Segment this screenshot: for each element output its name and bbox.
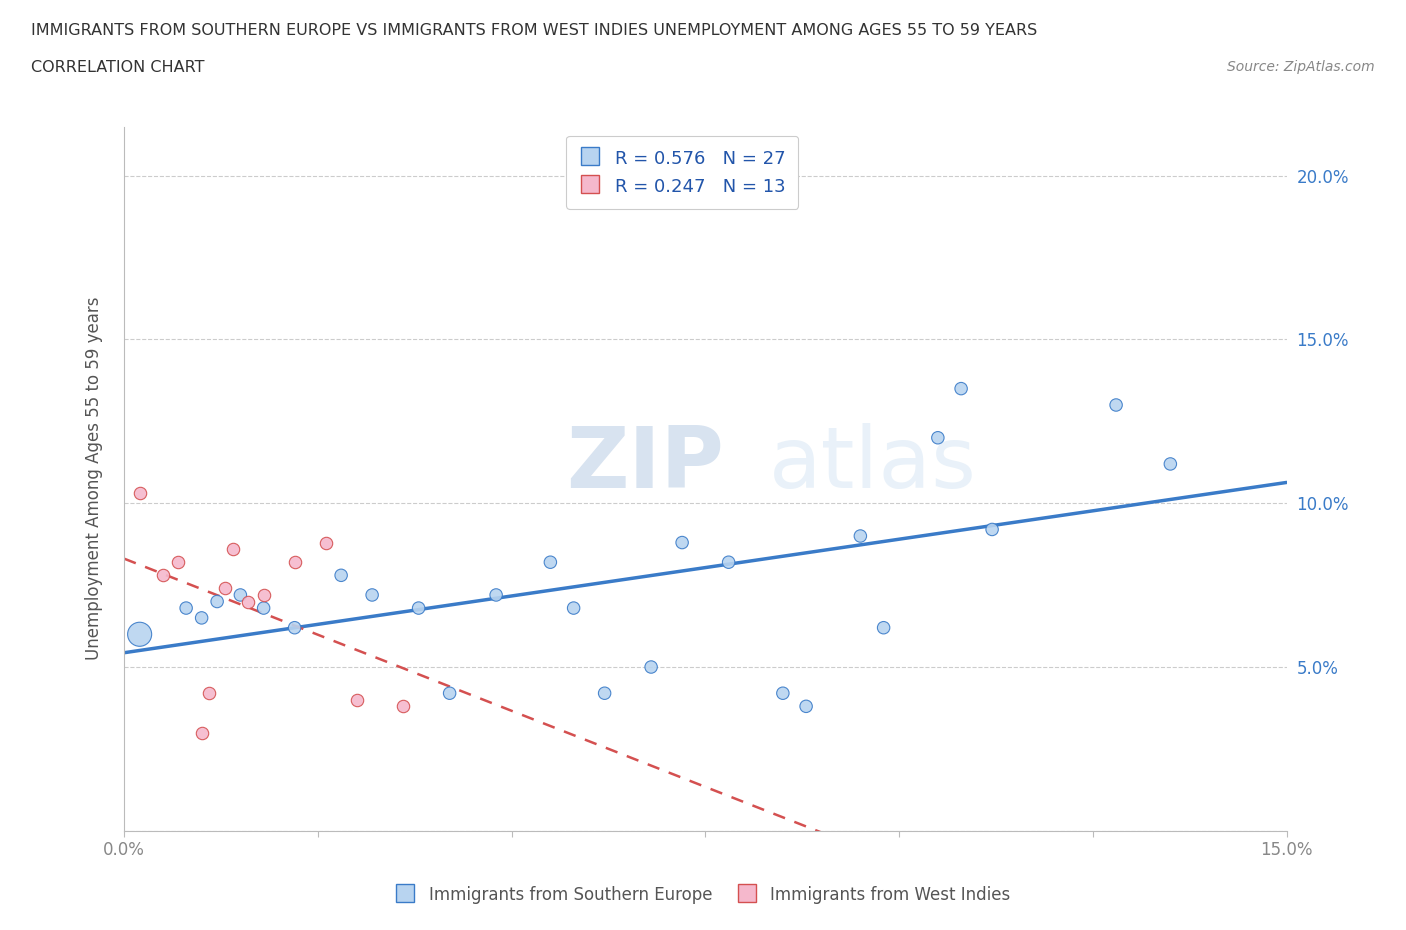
Point — [167, 555, 190, 570]
Point — [315, 535, 337, 550]
Point — [190, 610, 212, 625]
Point — [128, 627, 150, 642]
Point — [284, 555, 307, 570]
Point — [593, 685, 616, 700]
Point — [981, 522, 1004, 537]
Text: Source: ZipAtlas.com: Source: ZipAtlas.com — [1227, 60, 1375, 74]
Legend: Immigrants from Southern Europe, Immigrants from West Indies: Immigrants from Southern Europe, Immigra… — [387, 878, 1019, 912]
Point — [872, 620, 894, 635]
Text: IMMIGRANTS FROM SOUTHERN EUROPE VS IMMIGRANTS FROM WEST INDIES UNEMPLOYMENT AMON: IMMIGRANTS FROM SOUTHERN EUROPE VS IMMIG… — [31, 23, 1038, 38]
Point — [1105, 397, 1128, 412]
Point — [485, 588, 508, 603]
Point — [640, 659, 662, 674]
Point — [927, 431, 949, 445]
Point — [950, 381, 973, 396]
Point — [538, 555, 561, 570]
Point — [408, 601, 430, 616]
Text: atlas: atlas — [769, 423, 977, 506]
Point — [128, 486, 150, 501]
Point — [1159, 457, 1181, 472]
Point — [849, 528, 872, 543]
Point — [717, 555, 740, 570]
Point — [439, 685, 461, 700]
Point — [229, 588, 252, 603]
Y-axis label: Unemployment Among Ages 55 to 59 years: Unemployment Among Ages 55 to 59 years — [86, 297, 103, 660]
Point — [214, 581, 236, 596]
Point — [253, 601, 276, 616]
Point — [772, 685, 794, 700]
Point — [346, 692, 368, 707]
Point — [152, 568, 174, 583]
Point — [205, 594, 228, 609]
Point — [392, 698, 415, 713]
Point — [361, 588, 384, 603]
Point — [794, 698, 817, 713]
Point — [190, 725, 212, 740]
Point — [253, 588, 276, 603]
Point — [562, 601, 585, 616]
Point — [284, 620, 307, 635]
Text: ZIP: ZIP — [565, 423, 724, 506]
Point — [671, 535, 693, 550]
Point — [198, 685, 221, 700]
Text: CORRELATION CHART: CORRELATION CHART — [31, 60, 204, 75]
Point — [174, 601, 197, 616]
Legend: R = 0.576   N = 27, R = 0.247   N = 13: R = 0.576 N = 27, R = 0.247 N = 13 — [567, 136, 799, 208]
Point — [330, 568, 353, 583]
Point — [236, 594, 259, 609]
Point — [221, 541, 243, 556]
